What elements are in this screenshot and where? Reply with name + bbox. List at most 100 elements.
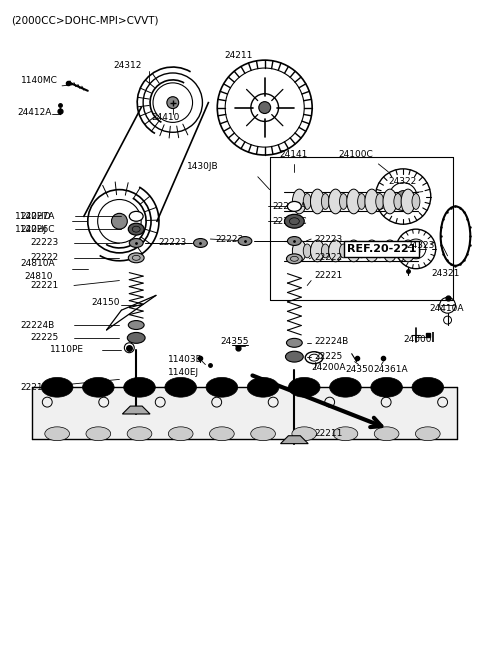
Ellipse shape	[339, 244, 348, 258]
Text: 1140MC: 1140MC	[21, 77, 58, 85]
Polygon shape	[122, 406, 150, 414]
Text: 22226C: 22226C	[21, 225, 55, 234]
Text: 24100C: 24100C	[339, 149, 373, 159]
Text: 22225: 22225	[30, 333, 59, 343]
Ellipse shape	[371, 377, 402, 397]
Text: 22227A: 22227A	[273, 202, 307, 211]
Text: 24322: 24322	[388, 178, 417, 186]
Text: 22223: 22223	[314, 234, 342, 244]
Text: 22222: 22222	[314, 253, 342, 262]
Text: 24321: 24321	[432, 269, 460, 278]
Ellipse shape	[292, 189, 306, 214]
Ellipse shape	[376, 194, 384, 210]
Polygon shape	[280, 436, 308, 443]
Ellipse shape	[311, 240, 324, 262]
Text: 24000: 24000	[403, 335, 432, 345]
Ellipse shape	[383, 189, 397, 214]
Ellipse shape	[401, 240, 415, 262]
Ellipse shape	[128, 223, 144, 235]
Ellipse shape	[376, 244, 384, 258]
Ellipse shape	[401, 189, 415, 214]
Text: 24810A: 24810A	[21, 259, 55, 269]
Text: 24200A: 24200A	[311, 363, 346, 372]
Ellipse shape	[41, 377, 73, 397]
Text: 1110PE: 1110PE	[50, 345, 84, 354]
Ellipse shape	[329, 189, 342, 214]
Ellipse shape	[311, 189, 324, 214]
Text: 1140HJ: 1140HJ	[14, 225, 47, 234]
Ellipse shape	[416, 427, 440, 441]
Text: 22226C: 22226C	[273, 217, 307, 226]
Ellipse shape	[128, 320, 144, 329]
Ellipse shape	[288, 202, 301, 212]
Ellipse shape	[86, 427, 111, 441]
Circle shape	[167, 97, 179, 109]
Polygon shape	[33, 387, 457, 439]
Text: 24355: 24355	[220, 337, 249, 346]
Text: 1140EJ: 1140EJ	[168, 368, 199, 377]
Ellipse shape	[358, 244, 366, 258]
Ellipse shape	[322, 194, 329, 210]
Ellipse shape	[292, 427, 317, 441]
Ellipse shape	[365, 189, 379, 214]
Ellipse shape	[124, 377, 156, 397]
Ellipse shape	[412, 194, 420, 210]
Text: 24361A: 24361A	[373, 365, 408, 374]
Text: 1140HD: 1140HD	[14, 212, 51, 221]
Text: 22225: 22225	[314, 352, 342, 361]
Text: 22223: 22223	[30, 238, 59, 248]
Ellipse shape	[412, 244, 420, 258]
Text: 22227A: 22227A	[21, 212, 55, 221]
Ellipse shape	[288, 377, 320, 397]
Ellipse shape	[412, 377, 444, 397]
Text: REF.20-221: REF.20-221	[347, 244, 416, 254]
Text: 24350: 24350	[346, 365, 374, 374]
Ellipse shape	[286, 351, 303, 362]
Ellipse shape	[374, 427, 399, 441]
Ellipse shape	[339, 194, 348, 210]
Ellipse shape	[303, 244, 311, 258]
Text: (2000CC>DOHC-MPI>CVVT): (2000CC>DOHC-MPI>CVVT)	[11, 16, 158, 26]
Ellipse shape	[127, 333, 145, 343]
Text: 24312: 24312	[113, 60, 142, 69]
Text: 24810: 24810	[24, 272, 53, 281]
Ellipse shape	[292, 240, 306, 262]
Ellipse shape	[322, 244, 329, 258]
Ellipse shape	[287, 254, 302, 264]
Ellipse shape	[129, 212, 143, 221]
Ellipse shape	[347, 240, 360, 262]
Ellipse shape	[128, 253, 144, 263]
Ellipse shape	[45, 427, 70, 441]
Ellipse shape	[165, 377, 196, 397]
Ellipse shape	[247, 377, 279, 397]
Ellipse shape	[330, 377, 361, 397]
Ellipse shape	[210, 427, 234, 441]
Ellipse shape	[129, 238, 143, 248]
Text: 22221: 22221	[30, 281, 59, 290]
Text: 24412A: 24412A	[18, 108, 52, 117]
Text: 24150: 24150	[92, 298, 120, 307]
Text: 22222: 22222	[30, 253, 59, 262]
Ellipse shape	[358, 194, 366, 210]
Ellipse shape	[303, 194, 311, 210]
Text: 1430JB: 1430JB	[187, 162, 218, 172]
Text: 11403B: 11403B	[168, 355, 203, 364]
Ellipse shape	[206, 377, 238, 397]
Ellipse shape	[333, 427, 358, 441]
Ellipse shape	[287, 339, 302, 347]
Text: 24410A: 24410A	[430, 304, 464, 312]
Ellipse shape	[251, 427, 276, 441]
Ellipse shape	[365, 240, 379, 262]
Text: 24211: 24211	[224, 50, 252, 60]
Ellipse shape	[127, 427, 152, 441]
Text: 22212: 22212	[21, 383, 49, 392]
Text: 22223: 22223	[216, 234, 243, 244]
Ellipse shape	[347, 189, 360, 214]
Ellipse shape	[394, 194, 402, 210]
Text: 22224B: 22224B	[314, 337, 348, 346]
Ellipse shape	[193, 238, 207, 248]
Ellipse shape	[285, 214, 304, 228]
Text: 22224B: 22224B	[21, 320, 55, 329]
Ellipse shape	[288, 236, 301, 246]
Text: 22223: 22223	[158, 238, 186, 248]
